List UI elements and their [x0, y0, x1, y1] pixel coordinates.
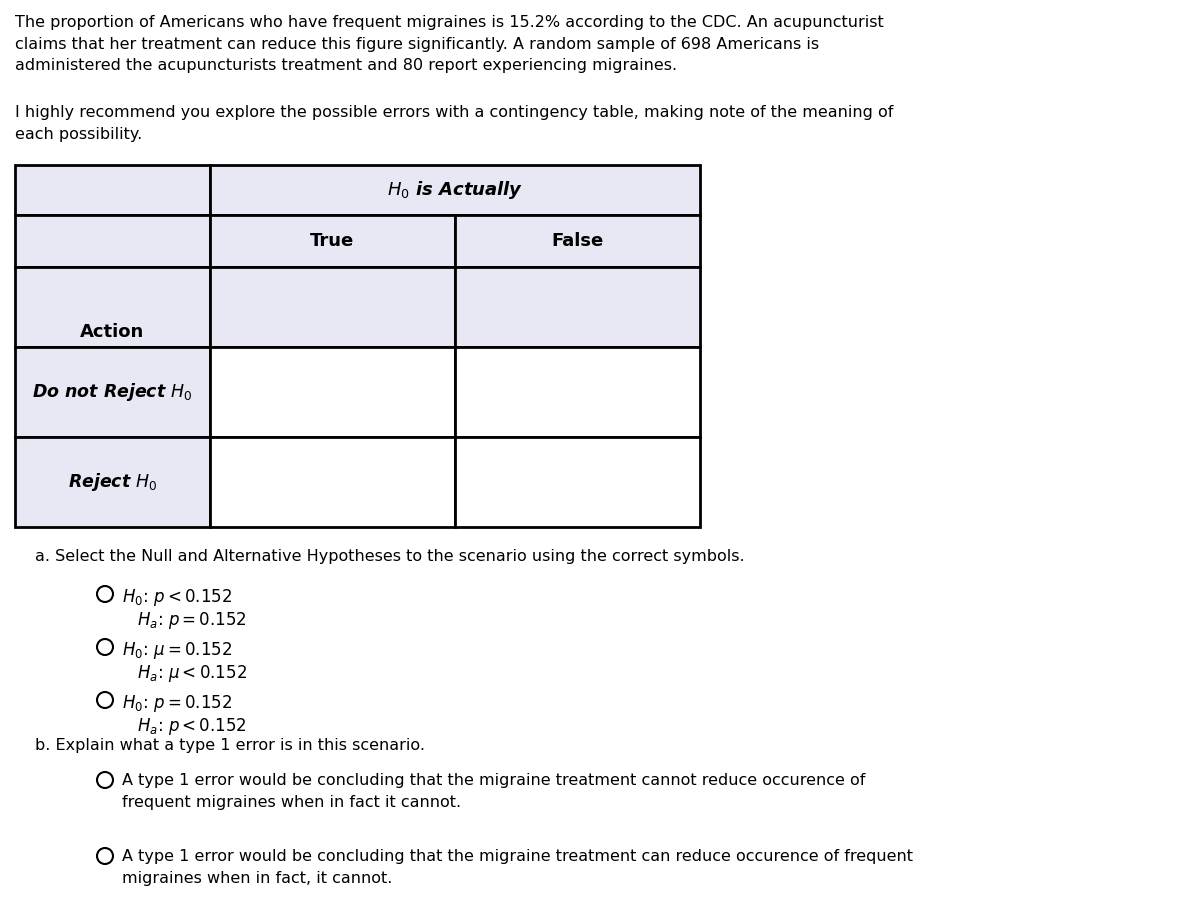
Bar [14, 347, 210, 437]
Bar [455, 215, 700, 267]
Bar [455, 437, 700, 527]
Bar [210, 267, 455, 347]
Text: $H_0$: $\mu = 0.152$: $H_0$: $\mu = 0.152$ [122, 640, 233, 661]
Bar [210, 215, 455, 267]
Bar [455, 267, 700, 347]
Bar [14, 267, 210, 347]
Bar [14, 165, 210, 215]
Text: Reject $H_0$: Reject $H_0$ [67, 471, 157, 493]
Bar [210, 437, 455, 527]
Text: A type 1 error would be concluding that the migraine treatment can reduce occure: A type 1 error would be concluding that … [122, 849, 913, 886]
Bar [210, 165, 700, 215]
Text: I highly recommend you explore the possible errors with a contingency table, mak: I highly recommend you explore the possi… [14, 105, 893, 142]
Text: A type 1 error would be concluding that the migraine treatment cannot reduce occ: A type 1 error would be concluding that … [122, 773, 865, 810]
Text: b. Explain what a type 1 error is in this scenario.: b. Explain what a type 1 error is in thi… [35, 738, 425, 753]
Text: $H_0$: $p < 0.152$: $H_0$: $p < 0.152$ [122, 587, 233, 608]
Text: $H_a$: $\mu < 0.152$: $H_a$: $\mu < 0.152$ [137, 663, 247, 684]
Text: $H_0$: $p = 0.152$: $H_0$: $p = 0.152$ [122, 693, 233, 714]
Bar [210, 347, 455, 437]
Text: The proportion of Americans who have frequent migraines is 15.2% according to th: The proportion of Americans who have fre… [14, 15, 883, 73]
Text: Do not Reject $H_0$: Do not Reject $H_0$ [32, 381, 193, 403]
Text: True: True [311, 232, 355, 250]
Text: $H_a$: $p < 0.152$: $H_a$: $p < 0.152$ [137, 716, 247, 737]
Text: a. Select the Null and Alternative Hypotheses to the scenario using the correct : a. Select the Null and Alternative Hypot… [35, 549, 745, 564]
Bar [455, 347, 700, 437]
Text: False: False [551, 232, 604, 250]
Bar [14, 437, 210, 527]
Text: Action: Action [80, 323, 145, 341]
Text: $H_0$ is Actually: $H_0$ is Actually [386, 179, 523, 201]
Text: $H_a$: $p = 0.152$: $H_a$: $p = 0.152$ [137, 610, 247, 631]
Bar [14, 215, 210, 267]
